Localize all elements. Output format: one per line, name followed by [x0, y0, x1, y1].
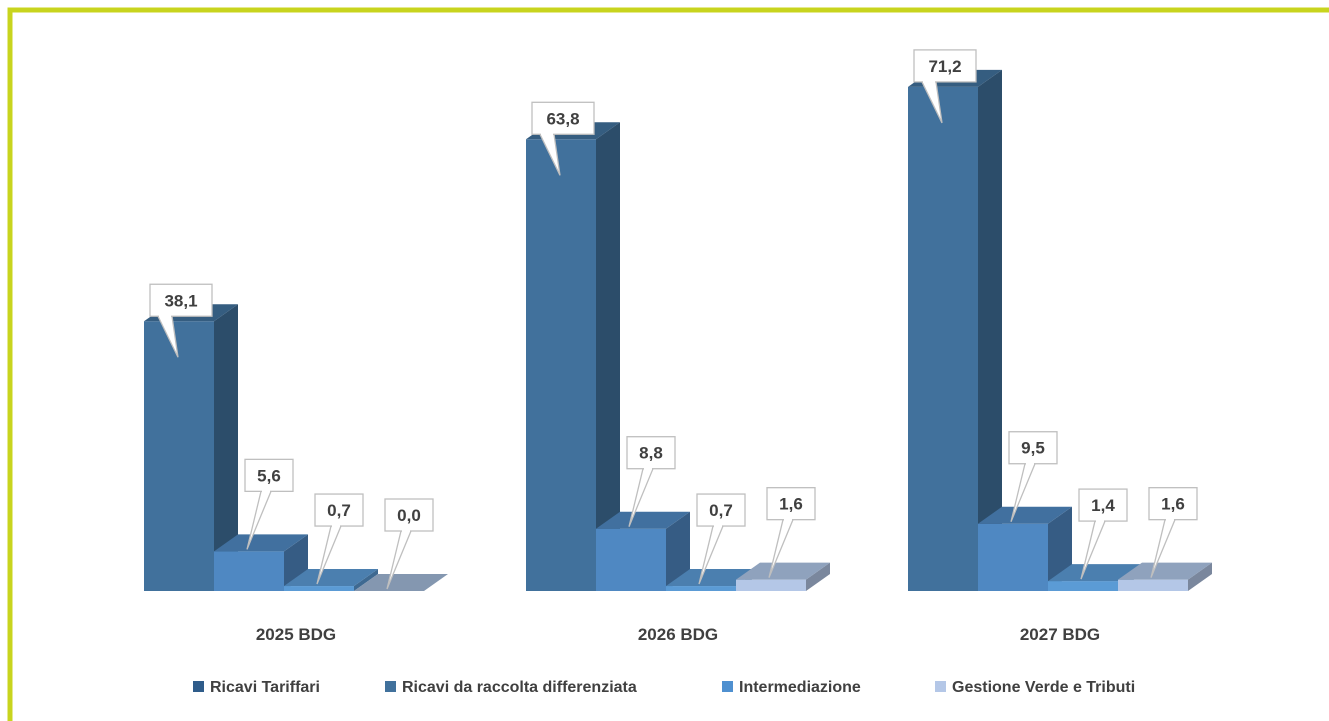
bar-top-2-2	[1048, 564, 1142, 582]
data-label-text: 38,1	[164, 291, 197, 310]
bar-1-1	[596, 511, 690, 591]
data-label-text: 5,6	[257, 466, 281, 485]
data-label-box	[314, 493, 364, 527]
bar-front-1-1	[596, 528, 666, 591]
category-labels: 2025 BDG 2026 BDG 2027 BDG	[256, 625, 1100, 644]
legend-swatch	[385, 681, 396, 692]
data-label-text: 0,0	[397, 506, 421, 525]
legend-label: Ricavi Tariffari	[210, 679, 320, 696]
data-label-text: 9,5	[1021, 439, 1045, 458]
data-label-box	[244, 458, 294, 493]
bar-2-3	[1118, 562, 1212, 591]
legend-label: Ricavi da raccolta differenziata	[402, 679, 637, 696]
bar-side-0-2	[354, 569, 378, 591]
category-label: 2025 BDG	[256, 625, 336, 644]
data-label-text: 71,2	[928, 57, 961, 76]
legend-item-0: Ricavi Tariffari	[193, 679, 320, 696]
data-label-box	[626, 436, 676, 470]
bar-side-2-3	[1188, 562, 1212, 591]
data-label-1-3: 1,6	[766, 487, 816, 578]
legend-swatch	[193, 681, 204, 692]
bar-front-0-0	[144, 321, 214, 591]
data-label-text: 1,6	[1161, 495, 1185, 514]
data-label-2-1: 9,5	[1008, 431, 1058, 522]
bar-top-1-1	[596, 511, 690, 529]
data-label-2-0: 71,2	[913, 49, 977, 124]
bar-front-1-2	[666, 586, 736, 591]
bar-2-0	[908, 69, 1002, 592]
data-label-text: 63,8	[546, 109, 579, 128]
data-label-box	[1148, 487, 1198, 521]
legend-swatch	[722, 681, 733, 692]
data-label-1-0: 63,8	[531, 101, 595, 176]
data-label-0-2: 0,7	[314, 493, 364, 585]
bar-front-0-1	[214, 551, 284, 591]
data-label-text: 0,7	[327, 501, 351, 520]
legend-label: Intermediazione	[739, 679, 861, 696]
legend-item-3: Gestione Verde e Tributi	[935, 679, 1135, 696]
chart-border	[7, 7, 1329, 721]
bar-top-0-1	[214, 534, 308, 552]
data-label-2-2: 1,4	[1078, 488, 1128, 580]
data-label-0-0: 38,1	[149, 283, 213, 358]
bar-group-1	[526, 122, 830, 592]
bar-front-2-0	[908, 86, 978, 592]
bar-top-1-3	[736, 562, 830, 580]
data-label-2-3: 1,6	[1148, 487, 1198, 578]
legend-swatch	[935, 681, 946, 692]
bar-top-0-2	[284, 569, 378, 587]
data-label-1-1: 8,8	[626, 436, 676, 527]
labels-layer: 38,1 5,6 0,7 0,0 63,8 8,8 0,7 1,6 71,2 9,5 1,4 1,6	[149, 49, 1198, 590]
data-label-box	[384, 498, 434, 532]
bar-1-3	[736, 562, 830, 591]
bar-front-2-3	[1118, 579, 1188, 591]
legend-label: Gestione Verde e Tributi	[952, 679, 1135, 696]
bar-top-2-3	[1118, 562, 1212, 580]
bar-0-0	[144, 304, 238, 591]
data-label-text: 0,7	[709, 501, 733, 520]
legend-item-1: Ricavi da raccolta differenziata	[385, 679, 637, 696]
bar-front-0-2	[284, 586, 354, 591]
data-label-0-1: 5,6	[244, 458, 294, 550]
data-label-box	[913, 49, 977, 83]
legend-item-2: Intermediazione	[722, 679, 861, 696]
category-label: 2027 BDG	[1020, 625, 1100, 644]
legend: Ricavi Tariffari Ricavi da raccolta diffe…	[193, 679, 1135, 696]
bar-top-0-3	[354, 574, 448, 591]
data-label-box	[149, 283, 213, 317]
data-label-text: 1,4	[1091, 496, 1115, 515]
bar-group-0	[144, 304, 448, 591]
bar-side-1-1	[666, 511, 690, 591]
data-label-text: 8,8	[639, 444, 663, 463]
data-label-box	[531, 101, 595, 135]
bar-side-2-0	[978, 69, 1002, 592]
data-label-1-2: 0,7	[696, 493, 746, 585]
data-label-0-3: 0,0	[384, 498, 434, 590]
bar-side-1-0	[596, 122, 620, 592]
bar-side-0-0	[214, 304, 238, 591]
bar-top-2-1	[978, 506, 1072, 524]
bar-0-3	[354, 574, 448, 591]
bar-0-1	[214, 534, 308, 591]
bar-side-1-3	[806, 562, 830, 591]
bar-0-2	[284, 569, 378, 591]
bar-front-2-2	[1048, 581, 1118, 591]
data-label-box	[1078, 488, 1128, 522]
bar-1-0	[526, 122, 620, 592]
bars-layer	[144, 69, 1212, 592]
bar-front-1-0	[526, 139, 596, 591]
data-label-text: 1,6	[779, 495, 803, 514]
bar-front-2-1	[978, 523, 1048, 591]
bar-front-1-3	[736, 579, 806, 591]
category-label: 2026 BDG	[638, 625, 718, 644]
